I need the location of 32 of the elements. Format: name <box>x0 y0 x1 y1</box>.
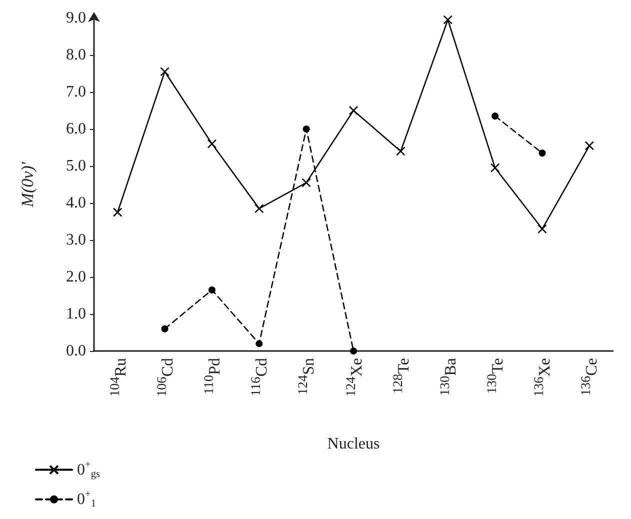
legend-label: 0+1 <box>77 489 96 510</box>
y-tick-label: 5.0 <box>66 158 86 174</box>
point <box>490 163 500 172</box>
y-tick-label: 9.0 <box>66 10 86 26</box>
y-tick-label: 8.0 <box>66 46 86 64</box>
y-tick-label: 4.0 <box>66 194 86 212</box>
y-tick-label: 0.0 <box>66 342 86 360</box>
y-axis-title: M(0ν)′ <box>18 162 37 208</box>
point <box>302 178 311 188</box>
y-tick-label: 7.0 <box>66 84 86 100</box>
y-tick-label: 3.0 <box>66 232 86 248</box>
legend-label: 0+gs <box>77 460 100 480</box>
point <box>538 224 547 234</box>
y-tick-label: 2.0 <box>66 268 86 286</box>
point <box>492 112 499 120</box>
point <box>350 348 357 354</box>
point <box>396 146 406 156</box>
point <box>256 340 263 348</box>
point <box>584 141 594 150</box>
y-tick-label: 6.0 <box>66 120 86 138</box>
point <box>538 150 546 157</box>
point <box>112 208 122 217</box>
x-axis-title: Nucleus <box>327 436 380 452</box>
point <box>160 67 170 76</box>
point <box>443 15 453 24</box>
point <box>302 126 310 132</box>
point <box>208 286 216 294</box>
point <box>207 139 217 148</box>
point <box>161 325 168 332</box>
y-tick-label: 1.0 <box>66 306 86 322</box>
point <box>348 106 358 116</box>
point <box>254 204 264 214</box>
